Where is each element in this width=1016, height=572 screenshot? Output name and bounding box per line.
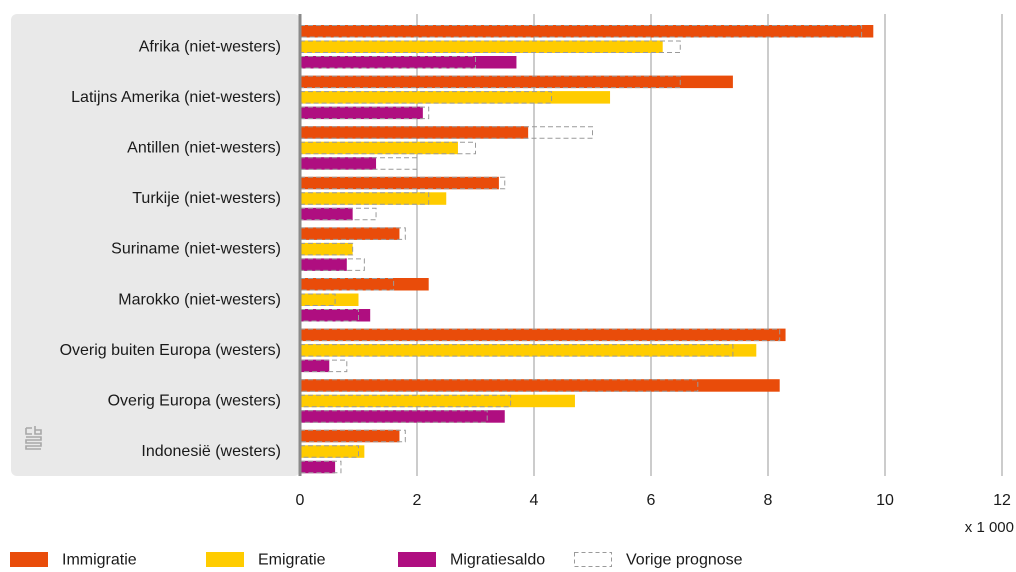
x-tick-labels: 0 2 4 6 8 10 12 <box>296 492 1011 509</box>
legend-swatch-migratiesaldo <box>398 552 436 567</box>
bar-emigratie <box>300 394 575 408</box>
category-label: Overig buiten Europa (westers) <box>60 342 281 359</box>
previous-forecast-migratiesaldo <box>299 309 359 322</box>
bars-layer <box>300 25 874 474</box>
previous-forecast-emigratie <box>299 293 336 306</box>
legend-label: Migratiesaldo <box>450 552 545 569</box>
bar-immigratie <box>300 429 400 443</box>
bar-immigratie <box>300 328 786 342</box>
category-labels: Afrika (niet-westers) Latijns Amerika (ni… <box>60 38 281 460</box>
bar-migratiesaldo <box>300 258 347 271</box>
legend-swatch-emigratie <box>206 552 244 567</box>
x-tick-label: 8 <box>764 492 773 509</box>
x-tick-label: 10 <box>876 492 894 509</box>
bar-migratiesaldo <box>300 157 377 170</box>
category-label: Overig Europa (westers) <box>108 392 281 409</box>
legend-swatch-immigratie <box>10 552 48 567</box>
x-unit-label: x 1 000 <box>965 519 1014 536</box>
category-label: Antillen (niet-westers) <box>127 139 281 156</box>
bar-immigratie <box>300 176 499 190</box>
category-label: Afrika (niet-westers) <box>139 38 281 55</box>
legend-label: Vorige prognose <box>626 552 743 569</box>
bar-migratiesaldo <box>300 410 505 423</box>
previous-forecast-emigratie <box>299 394 512 408</box>
category-label-panel <box>11 14 300 476</box>
bar-immigratie <box>300 379 780 392</box>
category-label: Indonesië (westers) <box>141 443 281 460</box>
category-label: Latijns Amerika (niet-westers) <box>71 89 281 106</box>
bar-emigratie <box>300 242 353 256</box>
x-tick-label: 0 <box>296 492 305 509</box>
previous-forecast-migratiesaldo <box>299 359 348 373</box>
bar-immigratie <box>300 25 874 38</box>
category-label: Suriname (niet-westers) <box>111 241 281 258</box>
bar-emigratie <box>300 141 458 155</box>
bar-migratiesaldo <box>300 460 336 474</box>
legend-swatch-vorige-prognose <box>574 552 612 567</box>
category-label: Marokko (niet-westers) <box>118 291 281 308</box>
bar-immigratie <box>300 278 429 291</box>
bar-immigratie <box>300 227 400 240</box>
legend: Immigratie Emigratie Migratiesaldo Vorige p… <box>10 552 743 569</box>
previous-forecast-emigratie <box>299 445 359 458</box>
bar-migratiesaldo <box>300 309 371 322</box>
bar-immigratie <box>300 126 529 139</box>
bar-emigratie <box>300 445 365 458</box>
bar-migratiesaldo <box>300 207 353 221</box>
x-tick-label: 4 <box>530 492 539 509</box>
bar-emigratie <box>300 91 611 104</box>
bar-emigratie <box>300 344 757 357</box>
bar-migratiesaldo <box>300 56 517 69</box>
bar-migratiesaldo <box>300 106 423 120</box>
legend-label: Emigratie <box>258 552 326 569</box>
bar-emigratie <box>300 293 359 306</box>
category-label: Turkije (niet-westers) <box>132 190 281 207</box>
bar-emigratie <box>300 40 663 53</box>
x-tick-label: 2 <box>413 492 422 509</box>
legend-label: Immigratie <box>62 552 137 569</box>
cbs-logo-icon <box>25 426 42 450</box>
bar-immigratie <box>300 75 733 89</box>
bar-migratiesaldo <box>300 359 330 373</box>
x-tick-label: 12 <box>993 492 1011 509</box>
previous-forecast-migratiesaldo <box>299 410 488 423</box>
bar-emigratie <box>300 192 447 205</box>
x-tick-label: 6 <box>647 492 656 509</box>
